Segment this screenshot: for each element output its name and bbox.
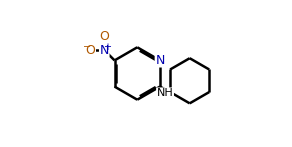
Text: O: O (99, 30, 109, 43)
Text: −: − (83, 42, 91, 52)
Text: O: O (86, 44, 95, 57)
Text: N: N (155, 54, 165, 67)
Text: NH: NH (157, 88, 173, 98)
Text: N: N (100, 44, 109, 57)
Text: +: + (103, 42, 112, 52)
